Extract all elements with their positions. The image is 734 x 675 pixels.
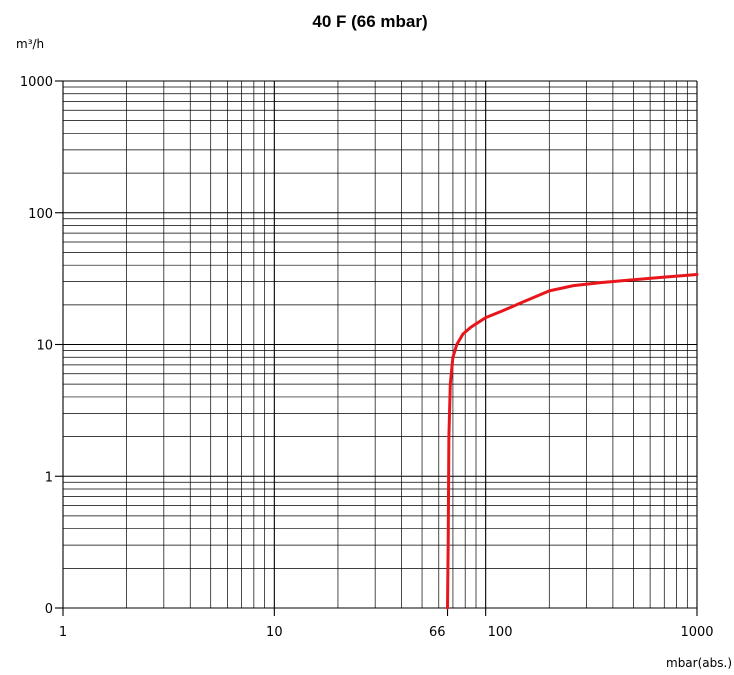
x-tick-label: 66 [429, 625, 446, 640]
y-tick-label: 1000 [20, 75, 53, 90]
y-tick-label: 10 [36, 339, 53, 354]
y-tick-label: 1 [45, 470, 53, 485]
grid [62, 80, 698, 609]
series-group [446, 273, 699, 610]
y-tick-label: 100 [28, 207, 53, 222]
chart-title: 40 F (66 mbar) [312, 12, 427, 31]
x-tick-label: 100 [488, 625, 513, 640]
y-tick-label: 0 [45, 602, 53, 617]
x-tick-label: 1 [59, 625, 67, 640]
x-tick-label: 1000 [680, 625, 713, 640]
y-axis-unit-label: m³/h [16, 37, 44, 51]
x-tick-label: 10 [266, 625, 283, 640]
pumping-speed-curve [446, 273, 699, 610]
x-axis-unit-label: mbar(abs.) [666, 656, 732, 670]
